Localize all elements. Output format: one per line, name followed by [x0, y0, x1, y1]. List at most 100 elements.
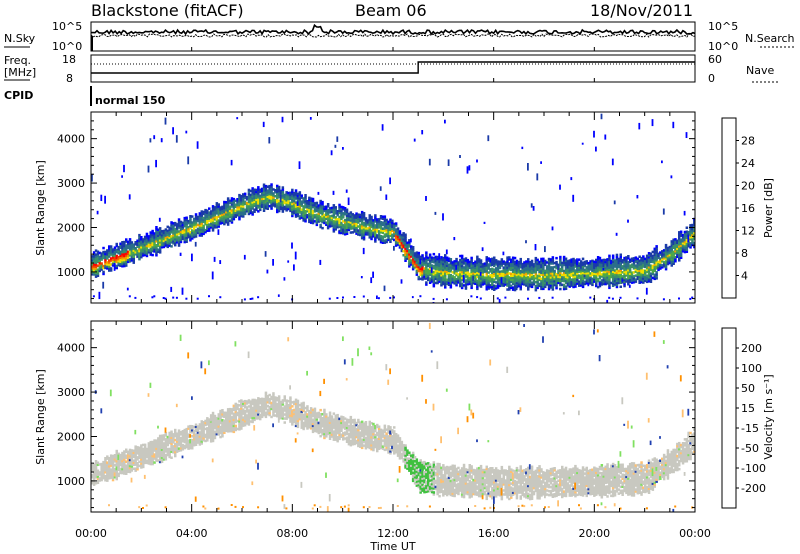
power-cell — [255, 192, 258, 196]
power-cell — [417, 259, 420, 263]
power-cell — [423, 277, 426, 280]
power-cell — [381, 215, 385, 218]
power-cell — [559, 255, 562, 259]
power-cell — [162, 297, 165, 299]
power-cell — [255, 208, 258, 212]
power-cell — [138, 241, 141, 245]
velocity-cell — [200, 440, 203, 443]
power-cell — [510, 264, 513, 268]
power-cell — [678, 253, 681, 256]
power-cell — [413, 260, 417, 263]
power-cell — [489, 264, 492, 267]
velocity-cell — [157, 455, 160, 458]
power-cell — [419, 258, 422, 265]
velocity-cell — [187, 441, 190, 444]
velocity-cell — [209, 436, 213, 439]
power-cell — [247, 204, 251, 208]
power-cell — [221, 207, 224, 211]
power-cell — [172, 240, 175, 243]
power-cell — [481, 277, 485, 280]
power-cell — [330, 216, 334, 220]
power-cell — [404, 247, 407, 250]
power-cell — [343, 225, 347, 228]
power-cell — [194, 241, 197, 247]
velocity-cell — [130, 449, 134, 452]
power-cell — [589, 280, 592, 283]
velocity-cell — [242, 418, 245, 421]
power-cell — [398, 230, 402, 233]
power-cell — [321, 218, 324, 222]
power-cell — [140, 251, 143, 255]
power-cell — [128, 258, 132, 261]
power-cell — [679, 244, 683, 247]
power-cell — [291, 206, 294, 210]
power-cell — [332, 206, 336, 209]
power-cell — [440, 280, 443, 283]
power-cell — [657, 252, 660, 256]
power-cell — [302, 197, 305, 200]
power-cell — [226, 203, 230, 206]
velocity-cell — [123, 472, 126, 475]
power-cell — [527, 280, 530, 283]
velocity-cell — [147, 446, 151, 449]
power-cell — [581, 275, 585, 279]
power-cell — [640, 270, 643, 274]
power-cell — [477, 268, 481, 271]
power-cell — [442, 260, 445, 264]
power-cell — [579, 262, 583, 265]
velocity-cell — [153, 449, 156, 452]
power-cell — [477, 258, 481, 261]
power-cell — [466, 272, 470, 276]
power-cell — [568, 281, 571, 284]
power-cell — [393, 228, 396, 232]
power-cell — [634, 264, 638, 267]
power-cell — [589, 262, 592, 265]
velocity-cell — [98, 471, 101, 474]
power-cell — [232, 215, 236, 219]
power-cell — [542, 275, 545, 279]
power-cell — [568, 275, 571, 278]
power-cell — [615, 232, 618, 236]
power-cell — [334, 144, 337, 148]
power-cell — [221, 221, 224, 225]
power-cell — [562, 279, 566, 283]
power-cell — [598, 264, 602, 268]
power-cell — [109, 249, 113, 252]
power-cell — [104, 250, 107, 254]
power-cell — [425, 257, 428, 260]
power-cell — [126, 246, 130, 250]
power-cell — [506, 260, 509, 263]
velocity-cell — [179, 437, 183, 440]
power-cell — [200, 226, 203, 229]
power-cell — [476, 159, 478, 163]
velocity-cell — [228, 421, 232, 425]
power-cell — [491, 279, 494, 283]
power-cell — [540, 269, 543, 273]
power-cell — [557, 275, 560, 279]
power-cell — [277, 294, 280, 297]
power-cell — [255, 202, 258, 206]
velocity-cell — [166, 443, 169, 447]
power-cell — [634, 268, 638, 271]
power-cell — [664, 259, 668, 263]
power-cell — [157, 228, 160, 231]
power-cell — [308, 210, 311, 214]
velocity-cell — [196, 433, 200, 436]
power-cell — [453, 278, 456, 281]
power-cell — [559, 275, 562, 279]
power-cell — [593, 130, 595, 138]
velocity-cell — [196, 435, 200, 438]
power-cell — [217, 213, 220, 216]
power-cell — [136, 253, 139, 256]
power-cell — [393, 224, 396, 228]
power-cell — [661, 258, 664, 261]
power-cell — [270, 187, 273, 190]
velocity-cell — [215, 420, 219, 424]
velocity-cell — [130, 467, 134, 470]
power-cell — [272, 198, 275, 201]
power-cell — [226, 209, 230, 212]
power-cell — [277, 189, 281, 193]
velocity-cell — [109, 476, 113, 479]
velocity-cell — [185, 435, 188, 439]
power-cell — [664, 257, 668, 261]
